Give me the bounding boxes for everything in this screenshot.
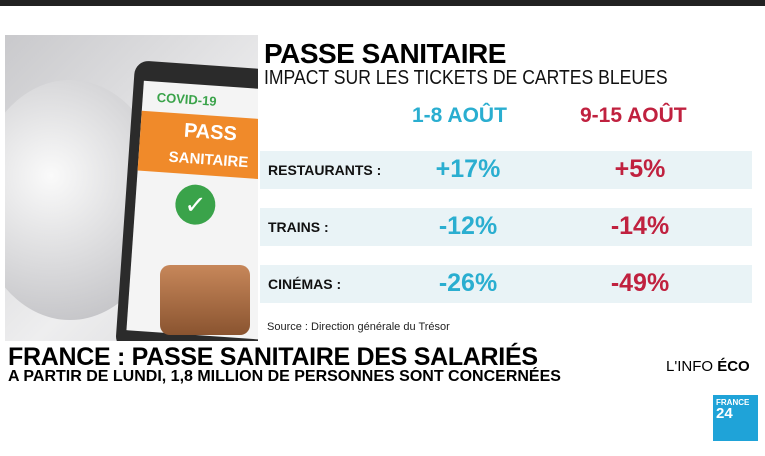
logo-line2: 24 bbox=[716, 405, 733, 422]
program-bold: ÉCO bbox=[717, 358, 750, 375]
column-header-2: 9-15 AOÛT bbox=[580, 104, 687, 127]
row-label: TRAINS : bbox=[268, 219, 329, 235]
value-period-1: -26% bbox=[438, 269, 498, 297]
table-row: RESTAURANTS : +17% +5% bbox=[260, 151, 752, 189]
value-period-2: -14% bbox=[610, 212, 670, 240]
illustration-photo: COVID-19 PASS SANITAIRE ✓ bbox=[5, 35, 258, 341]
sanitaire-text: SANITAIRE bbox=[168, 148, 249, 172]
program-name: L'INFO ÉCO bbox=[666, 358, 750, 375]
value-period-1: -12% bbox=[438, 212, 498, 240]
value-period-2: +5% bbox=[614, 155, 666, 183]
logo-line1: FRANCE bbox=[716, 398, 750, 407]
pass-banner: PASS SANITAIRE bbox=[137, 110, 258, 181]
coins-image bbox=[160, 265, 250, 335]
table-row: CINÉMAS : -26% -49% bbox=[260, 265, 752, 303]
value-period-2: -49% bbox=[610, 269, 670, 297]
graphic-subtitle: IMPACT SUR LES TICKETS DE CARTES BLEUES bbox=[264, 67, 668, 89]
row-label: RESTAURANTS : bbox=[268, 162, 382, 178]
program-prefix: L'INFO bbox=[666, 358, 718, 375]
column-header-1: 1-8 AOÛT bbox=[412, 104, 507, 127]
covid-label: COVID-19 bbox=[156, 89, 218, 109]
graphic-title: PASSE SANITAIRE bbox=[264, 38, 506, 69]
france24-logo: FRANCE 24 bbox=[713, 395, 758, 441]
source-note: Source : Direction générale du Trésor bbox=[267, 321, 450, 333]
check-icon: ✓ bbox=[174, 183, 217, 227]
table-row: TRAINS : -12% -14% bbox=[260, 208, 752, 246]
banner-headline: FRANCE : PASSE SANITAIRE DES SALARIÉS bbox=[8, 343, 538, 371]
banner-subline: A PARTIR DE LUNDI, 1,8 MILLION DE PERSON… bbox=[8, 368, 561, 385]
value-period-1: +17% bbox=[435, 155, 501, 183]
row-label: CINÉMAS : bbox=[268, 276, 342, 292]
pass-text: PASS bbox=[183, 119, 238, 146]
top-bar bbox=[0, 0, 765, 6]
